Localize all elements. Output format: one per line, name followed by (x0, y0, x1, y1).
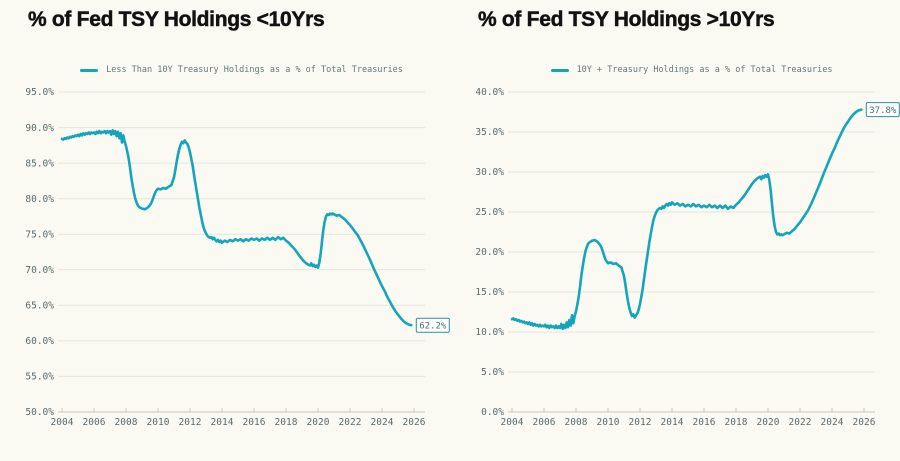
x-tick-label: 2010 (147, 417, 170, 428)
x-tick-label: 2006 (533, 417, 556, 428)
x-tick-label: 2026 (853, 417, 876, 428)
chart-panel-over-10y: % of Fed TSY Holdings >10Yrs 10Y + Treas… (450, 0, 900, 461)
end-value-badge-text: 62.2% (419, 321, 447, 331)
x-tick-label: 2016 (243, 417, 266, 428)
x-tick-label: 2018 (725, 417, 748, 428)
legend-line-swatch-icon (80, 68, 99, 72)
y-tick-label: 80.0% (25, 194, 54, 205)
legend-line-swatch-icon (550, 68, 569, 72)
x-tick-label: 2022 (339, 417, 362, 428)
legend-label: 10Y + Treasury Holdings as a % of Total … (576, 65, 833, 75)
y-tick-label: 75.0% (25, 229, 54, 240)
series-line (60, 129, 413, 327)
y-tick-label: 5.0% (481, 367, 504, 378)
x-tick-label: 2020 (307, 417, 330, 428)
y-tick-label: 25.0% (475, 207, 504, 218)
y-tick-label: 35.0% (475, 127, 504, 138)
y-tick-label: 15.0% (475, 287, 504, 298)
x-tick-label: 2010 (597, 417, 620, 428)
legend: 10Y + Treasury Holdings as a % of Total … (508, 62, 875, 78)
series-line (510, 108, 863, 331)
x-tick-label: 2006 (83, 417, 106, 428)
y-tick-label: 90.0% (25, 123, 54, 134)
y-tick-label: 50.0% (25, 407, 54, 418)
y-tick-label: 40.0% (475, 87, 504, 98)
y-tick-label: 70.0% (25, 265, 54, 276)
y-tick-label: 55.0% (25, 372, 54, 383)
line-chart: 40.0% 35.0% 30.0% 25.0% 20.0% 15.0% 10.0% 5.0% 0… (475, 87, 900, 428)
x-tick-label: 2024 (821, 417, 844, 428)
x-tick-label: 2004 (51, 417, 74, 428)
legend-label: Less Than 10Y Treasury Holdings as a % o… (106, 65, 403, 75)
chart-title: % of Fed TSY Holdings >10Yrs (478, 8, 775, 32)
chart-title: % of Fed TSY Holdings <10Yrs (28, 8, 325, 32)
y-tick-label: 20.0% (475, 247, 504, 258)
line-chart: 95.0% 90.0% 85.0% 80.0% 75.0% 70.0% 65.0% 60.0%… (25, 87, 450, 428)
y-tick-label: 30.0% (475, 167, 504, 178)
x-tick-label: 2014 (661, 417, 684, 428)
x-tick-label: 2012 (629, 417, 652, 428)
legend: Less Than 10Y Treasury Holdings as a % o… (58, 62, 425, 78)
x-tick-label: 2024 (371, 417, 394, 428)
y-tick-label: 10.0% (475, 327, 504, 338)
end-value-badge-box (415, 317, 450, 333)
end-value-badge: 62.2% (415, 317, 450, 333)
x-tick-label: 2022 (789, 417, 812, 428)
y-tick-label: 95.0% (25, 87, 54, 98)
x-tick-label: 2012 (179, 417, 202, 428)
x-tick-label: 2016 (693, 417, 716, 428)
end-value-badge-box (865, 102, 900, 118)
x-tick-label: 2020 (757, 417, 780, 428)
x-tick-label: 2008 (115, 417, 138, 428)
end-value-badge: 37.8% (865, 102, 900, 118)
x-tick-label: 2014 (211, 417, 234, 428)
chart-panel-under-10y: % of Fed TSY Holdings <10Yrs Less Than 1… (25, 8, 450, 428)
y-tick-label: 65.0% (25, 301, 54, 312)
x-tick-label: 2026 (403, 417, 426, 428)
x-tick-label: 2018 (275, 417, 298, 428)
y-tick-label: 0.0% (481, 407, 504, 418)
x-tick-label: 2008 (565, 417, 588, 428)
x-tick-label: 2004 (501, 417, 524, 428)
end-value-badge-text: 37.8% (869, 106, 897, 116)
y-tick-label: 85.0% (25, 158, 54, 169)
y-tick-label: 60.0% (25, 336, 54, 347)
